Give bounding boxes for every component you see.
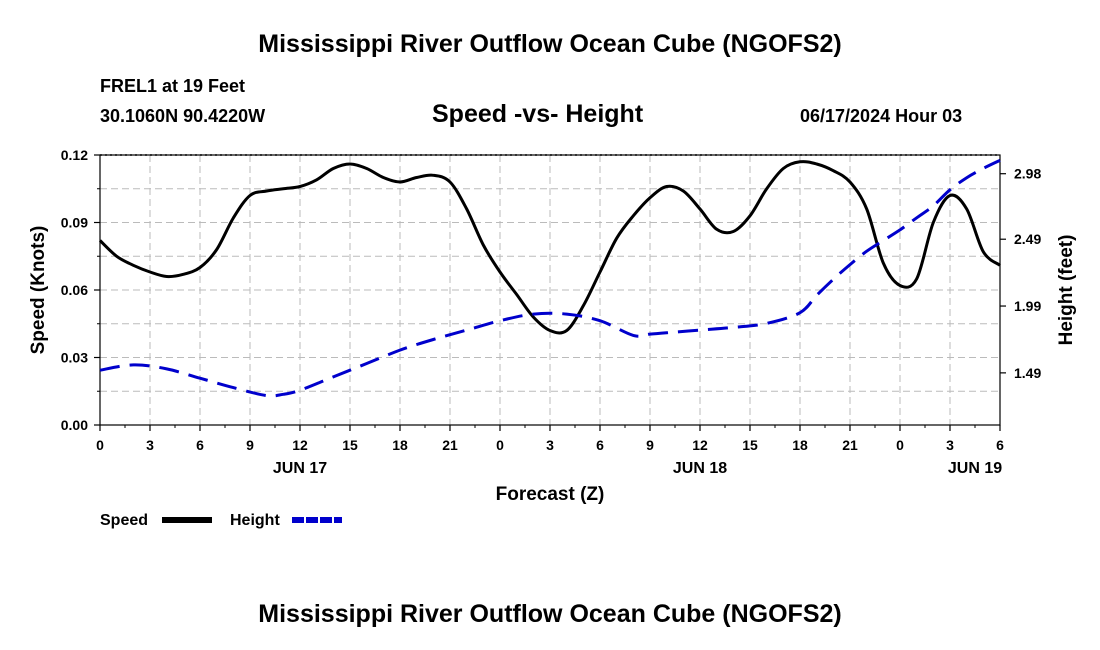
x-tick-label: 12 (692, 437, 708, 453)
y-tick-label: 0.12 (61, 147, 88, 163)
x-tick-label: 18 (792, 437, 808, 453)
y2-tick-label: 2.49 (1014, 231, 1041, 247)
date-label: JUN 17 (273, 460, 327, 477)
x-tick-label: 3 (546, 437, 554, 453)
x-tick-label: 15 (342, 437, 358, 453)
x-tick-label: 0 (496, 437, 504, 453)
coordinates-label: 30.1060N 90.4220W (100, 106, 266, 126)
speed-series-line (98, 160, 1001, 335)
x-axis-title: Forecast (Z) (496, 484, 605, 505)
legend-speed-label: Speed (100, 512, 148, 529)
legend-height-label: Height (230, 512, 280, 529)
x-tick-label: 3 (946, 437, 954, 453)
x-tick-label: 6 (596, 437, 604, 453)
axes: 0.00 0.03 0.06 0.09 0.12 1.49 1.99 2.49 2.98 0 3 6 9… (28, 147, 1077, 505)
y-tick-label: 0.06 (61, 282, 88, 298)
height-series-line (99, 158, 1001, 398)
x-tick-label: 9 (646, 437, 654, 453)
y2-tick-label: 1.99 (1014, 298, 1041, 314)
x-tick-label: 0 (96, 437, 104, 453)
x-tick-label: 9 (246, 437, 254, 453)
station-label: FREL1 at 19 Feet (100, 76, 246, 96)
y2-tick-label: 1.49 (1014, 365, 1041, 381)
legend: Speed Height (100, 512, 342, 529)
x-tick-label: 6 (996, 437, 1004, 453)
series-lines (98, 158, 1001, 398)
x-tick-label: 3 (146, 437, 154, 453)
x-tick-label: 12 (292, 437, 308, 453)
x-tick-label: 15 (742, 437, 758, 453)
date-label: JUN 19 (948, 460, 1002, 477)
y-tick-label: 0.00 (61, 417, 88, 433)
y-axis-title: Speed (Knots) (28, 226, 49, 355)
x-tick-label: 6 (196, 437, 204, 453)
y2-tick-label: 2.98 (1014, 166, 1041, 182)
y-tick-label: 0.03 (61, 350, 88, 366)
x-tick-label: 21 (842, 437, 858, 453)
date-label: JUN 18 (673, 460, 727, 477)
grid-lines (100, 155, 1000, 425)
y2-axis-title: Height (feet) (1056, 235, 1077, 346)
forecast-datetime: 06/17/2024 Hour 03 (800, 106, 963, 126)
x-tick-label: 21 (442, 437, 458, 453)
footer-title: Mississippi River Outflow Ocean Cube (NG… (258, 600, 842, 628)
y-tick-label: 0.09 (61, 215, 88, 231)
chart-subtitle: Speed -vs- Height (432, 100, 644, 128)
page-title: Mississippi River Outflow Ocean Cube (NG… (258, 30, 842, 58)
x-tick-label: 18 (392, 437, 408, 453)
speed-height-chart: 0.00 0.03 0.06 0.09 0.12 1.49 1.99 2.49 2.98 0 3 6 9… (28, 147, 1077, 529)
x-tick-label: 0 (896, 437, 904, 453)
